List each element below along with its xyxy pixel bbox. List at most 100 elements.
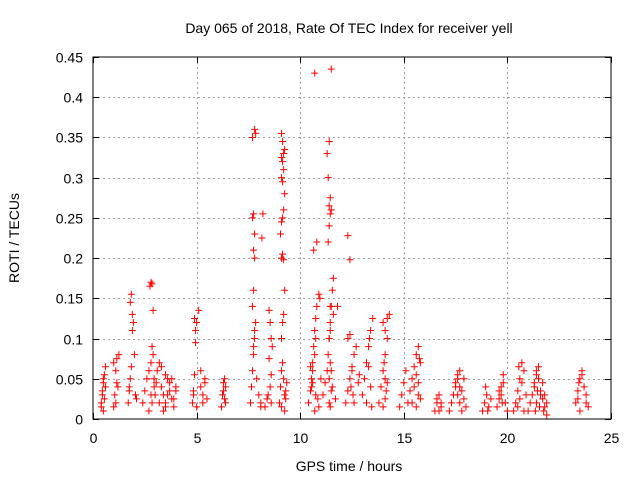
data-point [385,310,393,318]
data-point [280,206,288,214]
data-point [346,331,354,339]
data-point [127,290,135,298]
data-point [192,339,200,347]
data-point [414,391,422,399]
data-point [497,391,505,399]
data-point [510,407,518,415]
data-point [485,403,493,411]
data-point [150,383,158,391]
data-point [456,383,464,391]
data-point [127,363,135,371]
data-point [331,395,339,403]
data-point [148,399,156,407]
data-point [458,387,466,395]
data-point [115,351,123,359]
data-point [265,306,273,314]
data-point [130,351,138,359]
data-point [97,403,105,411]
data-point [199,391,207,399]
data-point [369,314,377,322]
data-point [220,387,228,395]
data-point [100,395,108,403]
data-point [99,375,107,383]
data-point [533,387,541,395]
data-point [530,383,538,391]
data-point [363,399,371,407]
data-point [325,137,333,145]
x-tick-label: 10 [293,430,309,446]
data-point [367,327,375,335]
data-point [222,383,230,391]
data-point [149,306,157,314]
data-point [197,367,205,375]
data-point [381,395,389,403]
data-point [267,335,275,343]
data-point [328,286,336,294]
data-point [203,395,211,403]
data-point [268,343,276,351]
data-point [534,375,542,383]
y-tick-label: 0 [75,412,83,428]
data-point [383,335,391,343]
data-point [458,407,466,415]
data-point [166,379,174,387]
data-point [355,371,363,379]
data-point [282,395,290,403]
data-point [499,379,507,387]
data-point [328,383,336,391]
data-point [221,375,229,383]
data-point [484,407,492,415]
data-point [199,399,207,407]
data-point [346,256,354,264]
data-point [257,399,265,407]
data-point [246,399,254,407]
data-point [410,383,418,391]
data-point [380,359,388,367]
data-point [350,351,358,359]
data-point [250,246,258,254]
y-tick-label: 0.1 [64,332,84,348]
data-point [382,387,390,395]
data-point [133,395,141,403]
data-point [110,403,118,411]
data-point [316,294,324,302]
data-point [534,363,542,371]
data-point [252,318,260,326]
data-point [307,387,315,395]
data-point [126,298,134,306]
data-point [264,391,272,399]
data-point [481,399,489,407]
data-point [281,286,289,294]
data-point [518,359,526,367]
data-points [97,65,592,419]
data-point [201,379,209,387]
data-point [220,379,228,387]
data-point [101,363,109,371]
data-point [462,403,470,411]
data-point [253,375,261,383]
data-point [576,407,584,415]
data-point [151,391,159,399]
data-point [281,146,289,154]
data-point [113,379,121,387]
data-point [483,391,491,399]
data-point [195,306,203,314]
data-point [349,391,357,399]
grid [93,57,611,419]
data-point [110,359,118,367]
data-point [157,383,165,391]
data-point [314,395,322,403]
data-point [327,65,335,73]
data-point [249,302,257,310]
data-point [280,150,288,158]
data-point [189,391,197,399]
data-point [125,383,133,391]
chart-title: Day 065 of 2018, Rate Of TEC Index for r… [185,20,512,36]
x-tick-label: 20 [500,430,516,446]
data-point [283,379,291,387]
data-point [266,383,274,391]
data-point [145,367,153,375]
data-point [379,403,387,411]
data-point [308,375,316,383]
data-point [532,371,540,379]
